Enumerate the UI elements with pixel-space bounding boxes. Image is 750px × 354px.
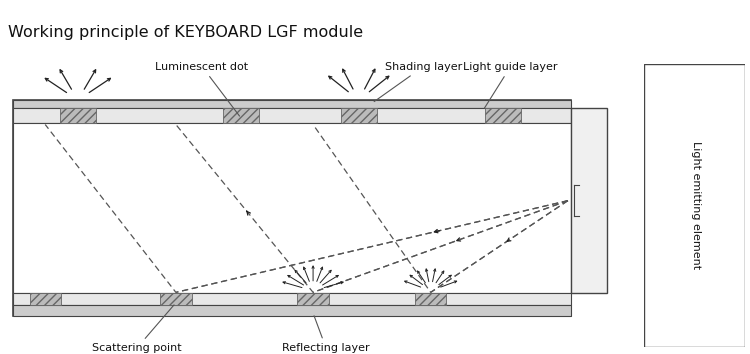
Text: Light emitting element: Light emitting element [692,141,701,269]
Bar [13,293,572,306]
Bar [60,108,96,124]
Bar [160,293,191,306]
Bar [13,108,572,124]
Bar [13,100,572,108]
Bar [415,293,446,306]
Bar [13,100,572,316]
Text: Scattering point: Scattering point [92,305,182,353]
Bar [13,124,572,293]
Text: Light guide layer: Light guide layer [464,62,558,108]
Bar [484,108,520,124]
Bar [13,306,572,316]
Text: Working principle of KEYBOARD LGF module: Working principle of KEYBOARD LGF module [8,25,363,40]
Bar [340,108,376,124]
Bar [298,293,328,306]
Text: Luminescent dot: Luminescent dot [155,62,248,116]
Text: Reflecting layer: Reflecting layer [282,316,370,353]
Bar [29,293,61,306]
Bar [572,108,607,293]
Bar [224,108,260,124]
Text: Shading layer: Shading layer [374,62,462,102]
